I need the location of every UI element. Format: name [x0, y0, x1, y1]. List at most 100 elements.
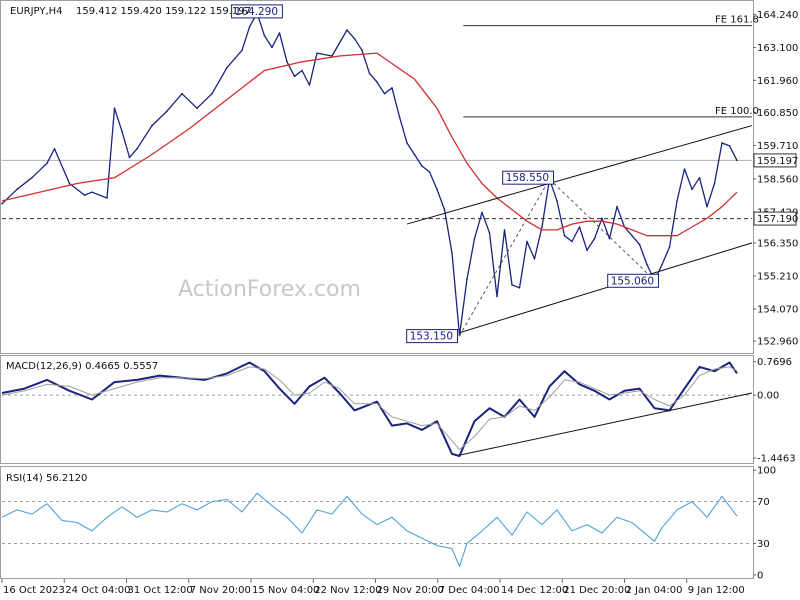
- price-y-tick-label: 155.210: [757, 271, 798, 282]
- price-point: [488, 231, 491, 234]
- price-point: [443, 208, 446, 211]
- price-point: [106, 197, 108, 199]
- price-point: [676, 200, 678, 202]
- price-point: [68, 182, 71, 185]
- price-point: [293, 75, 296, 78]
- price-point: [466, 278, 468, 280]
- price-point: [428, 171, 431, 173]
- price-point: [391, 87, 393, 89]
- price-point: [196, 107, 198, 109]
- price-annotation-label: 153.150: [410, 331, 453, 343]
- macd-series-macd: [1, 361, 738, 457]
- price-trendline: [406, 125, 753, 225]
- rsi-y-tick-label: 0: [757, 570, 763, 581]
- price-point: [83, 194, 86, 196]
- macd-y-tick-label: 0.00: [757, 391, 779, 402]
- price-point: [346, 29, 348, 31]
- price-annotation-box: [231, 4, 283, 19]
- x-tick-label: 14 Dec 12:00: [501, 585, 568, 596]
- price-y-tick-label: 154.070: [757, 304, 798, 315]
- support-level-tag: [753, 211, 797, 226]
- x-tick-label: 22 Nov 12:00: [314, 585, 381, 596]
- x-tick-label: 7 Dec 04:00: [439, 585, 500, 596]
- rsi-panel-frame: [0, 466, 754, 579]
- price-y-tick-label: 161.960: [757, 76, 798, 87]
- price-y-tick-label: 159.710: [757, 141, 798, 152]
- rsi-y-tick-label: 30: [757, 539, 770, 550]
- price-point: [376, 81, 378, 83]
- rsi-panel: 100 70 30 0: [1, 466, 776, 581]
- price-point: [361, 49, 363, 52]
- price-point: [556, 200, 558, 202]
- price-point: [736, 159, 738, 162]
- price-series-price: [1, 12, 738, 337]
- x-tick-label: 24 Oct 04:00: [65, 585, 130, 596]
- price-trendline: [549, 178, 655, 281]
- price-point: [646, 263, 648, 266]
- price-point: [353, 37, 356, 40]
- price-point: [301, 69, 303, 72]
- price-point: [706, 205, 708, 208]
- fib-level-label: FE 100.0: [715, 106, 759, 117]
- price-point: [578, 226, 581, 228]
- price-point: [601, 217, 603, 220]
- price-point: [241, 49, 243, 52]
- fib-level-label: FE 161.8: [715, 15, 759, 26]
- price-point: [91, 191, 93, 194]
- price-point: [31, 176, 33, 179]
- price-point: [541, 226, 543, 228]
- price-point: [113, 107, 116, 109]
- x-tick-label: 9 Jan 12:00: [688, 585, 745, 596]
- price-point: [286, 61, 288, 63]
- x-tick-label: 2 Jan 04:00: [626, 585, 683, 596]
- price-point: [1, 202, 3, 205]
- current-price-tag-label: 159.197: [757, 156, 798, 167]
- macd-panel-frame: [0, 355, 754, 464]
- price-point: [728, 145, 731, 147]
- price-point: [691, 188, 693, 191]
- price-point: [316, 52, 318, 54]
- price-point: [563, 234, 566, 237]
- x-tick-label: 31 Oct 12:00: [128, 585, 193, 596]
- price-point: [593, 237, 596, 240]
- price-y-tick-label: 152.960: [757, 337, 798, 348]
- price-point: [436, 188, 438, 191]
- price-point: [406, 142, 408, 144]
- rsi-series-rsi: [1, 492, 738, 568]
- price-point: [151, 124, 153, 127]
- price-annotation-label: 164.290: [235, 6, 278, 18]
- price-panel-frame: [0, 0, 754, 354]
- price-point: [128, 156, 131, 159]
- price-point: [46, 162, 48, 165]
- macd-y-tick-label: -1.4463: [757, 454, 796, 465]
- x-tick-label: 21 Dec 20:00: [563, 585, 630, 596]
- rsi-y-tick-label: 70: [757, 497, 770, 508]
- price-point: [421, 165, 423, 167]
- price-annotation-label: 158.550: [506, 172, 549, 184]
- price-point: [226, 66, 228, 69]
- x-tick-label: 29 Nov 20:00: [377, 585, 444, 596]
- price-point: [668, 246, 671, 249]
- price-point: [248, 26, 251, 28]
- support-level-tag-label: 157.190: [757, 214, 798, 225]
- price-point: [713, 182, 716, 185]
- price-point: [511, 284, 513, 286]
- price-point: [166, 110, 168, 112]
- price-y-tick-label: 163.100: [757, 43, 798, 54]
- price-point: [721, 142, 723, 144]
- price-point: [533, 258, 536, 260]
- price-panel: 164.240 163.100 161.960 160.850 159.710 158.5…: [1, 4, 798, 348]
- price-annotation-box: [502, 170, 555, 185]
- price-point: [518, 287, 521, 289]
- price-point: [53, 147, 56, 150]
- price-point: [526, 240, 528, 243]
- price-trendline: [459, 178, 550, 336]
- price-y-tick-label: 156.350: [757, 238, 798, 249]
- macd-panel: 0.7696 0.00 -1.4463: [1, 357, 796, 465]
- price-y-tick-label: 164.240: [757, 10, 798, 21]
- rsi-y-tick-label: 100: [757, 466, 776, 477]
- macd-title: MACD(12,26,9) 0.4665 0.5557: [6, 361, 158, 372]
- price-point: [638, 243, 641, 246]
- x-tick-label: 16 Oct 2023: [3, 585, 65, 596]
